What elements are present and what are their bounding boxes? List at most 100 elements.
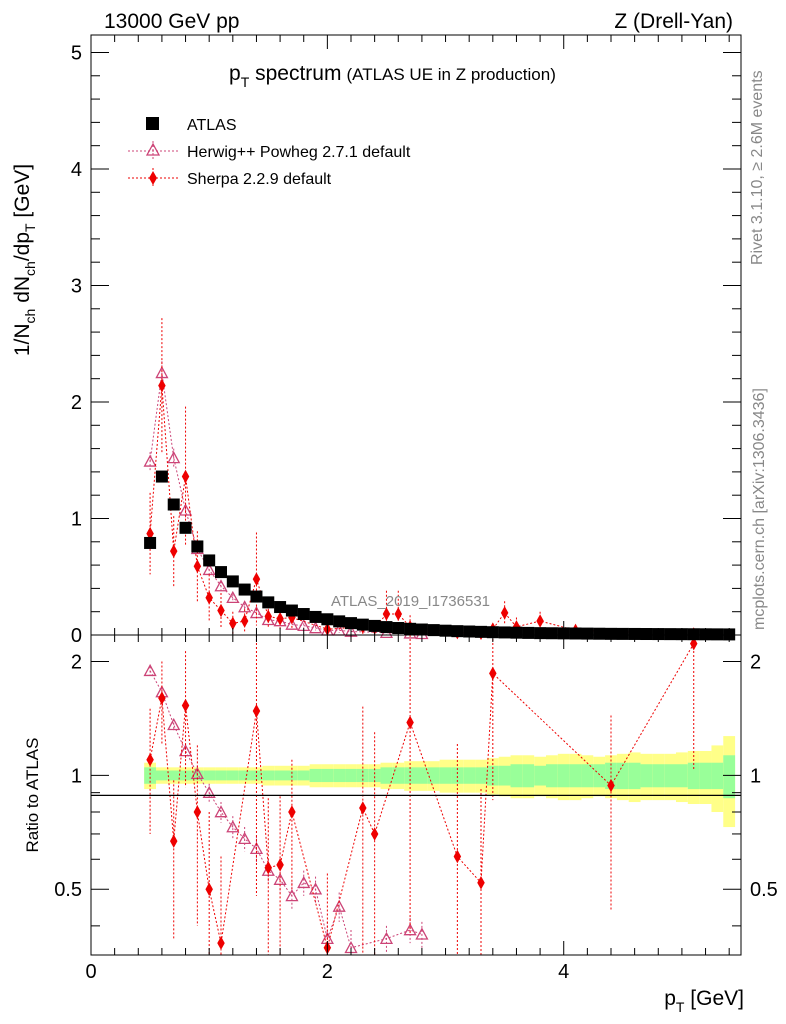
ratio-sherpa-point	[607, 778, 615, 793]
main-herwig-point	[226, 590, 240, 604]
ratio-herwig-point	[238, 831, 252, 845]
ratio-band-inner	[628, 762, 641, 790]
main-y-tick-label: 1	[71, 508, 82, 530]
main-herwig-point	[155, 365, 169, 379]
main-atlas-point	[356, 618, 369, 631]
header-right: Z (Drell-Yan)	[614, 10, 733, 33]
ratio-band-inner	[144, 767, 156, 784]
ratio-herwig-point	[379, 931, 394, 945]
main-atlas-point	[155, 470, 168, 483]
ratio-band-inner	[652, 764, 665, 788]
legend-label-sherpa: Sherpa 2.2.9 default	[187, 171, 332, 188]
main-atlas-point	[711, 628, 724, 641]
rivet-version-label: Rivet 3.1.10, ≥ 2.6M events	[749, 70, 766, 265]
main-atlas-point	[522, 626, 535, 639]
main-y-tick-label: 4	[71, 159, 82, 181]
main-atlas-point	[475, 625, 487, 638]
ratio-band-inner	[392, 767, 405, 784]
main-sherpa-point	[252, 572, 261, 586]
ratio-band-inner	[687, 762, 700, 790]
ratio-sherpa-point	[146, 752, 154, 767]
main-sherpa-point	[276, 611, 284, 626]
ratio-band-inner	[475, 767, 487, 784]
main-atlas-point	[664, 628, 677, 641]
analysis-label: ATLAS_2019_I1736531	[331, 593, 490, 610]
main-atlas-point	[345, 617, 357, 630]
ratio-band-inner	[711, 762, 724, 790]
main-atlas-point	[262, 596, 275, 609]
main-atlas-point	[297, 608, 310, 621]
ratio-sherpa-point	[477, 876, 485, 890]
ratio-band-inner	[546, 764, 558, 788]
ratio-band-inner	[215, 770, 227, 781]
ratio-herwig-point	[167, 717, 181, 731]
ratio-y-tick-label: 2	[71, 651, 82, 673]
ratio-sherpa-point	[359, 801, 367, 815]
main-atlas-point	[498, 626, 511, 639]
x-tick-label: 0	[85, 961, 96, 983]
ratio-band-inner	[274, 770, 286, 781]
ratio-band-inner	[723, 755, 736, 799]
main-herwig-point	[238, 600, 252, 613]
ratio-band-inner	[616, 762, 629, 790]
ratio-band-inner	[451, 767, 464, 784]
ratio-herwig-point	[273, 872, 287, 885]
main-y-tick-label: 2	[71, 392, 82, 414]
ratio-band-inner	[522, 764, 535, 788]
ratio-band-inner	[167, 770, 180, 781]
ratio-band-inner	[203, 770, 216, 781]
ratio-sherpa-point	[205, 882, 213, 896]
ratio-band-inner	[463, 767, 476, 784]
main-atlas-point	[167, 498, 180, 511]
legend-marker-atlas	[146, 117, 159, 130]
main-herwig-point	[178, 503, 193, 516]
ratio-band-inner	[297, 770, 310, 781]
main-herwig-point	[308, 621, 323, 634]
main-y-axis-label: 1/Nch dNch/dpT [GeV]	[11, 164, 38, 356]
legend-marker-herwig	[145, 142, 161, 156]
ratio-band-inner	[664, 764, 676, 788]
ratio-herwig-point	[332, 899, 346, 912]
main-atlas-point	[215, 566, 227, 579]
main-atlas-point	[321, 613, 334, 626]
main-atlas-point	[203, 554, 216, 567]
ratio-y-tick-label: 0.5	[54, 879, 82, 901]
ratio-band-inner	[333, 768, 346, 783]
ratio-herwig-point	[308, 882, 323, 895]
ratio-sherpa-point	[169, 834, 178, 848]
ratio-series-layer	[143, 635, 698, 955]
ratio-band-inner	[368, 768, 381, 783]
ratio-y-tick-label: 1	[71, 765, 82, 787]
ratio-band-inner	[321, 768, 334, 783]
ratio-sherpa-point	[181, 698, 190, 713]
main-herwig-point	[167, 451, 181, 464]
ratio-sherpa-point	[370, 827, 379, 841]
main-atlas-point	[226, 575, 239, 588]
x-tick-label: 2	[322, 961, 333, 983]
main-sherpa-point	[536, 614, 544, 628]
main-atlas-point	[368, 619, 381, 632]
plot-title: pT spectrum (ATLAS UE in Z production)	[229, 62, 556, 90]
main-atlas-point	[274, 601, 287, 614]
ratio-band-inner	[345, 768, 357, 783]
ratio-herwig-line	[149, 670, 423, 949]
legend-marker-sherpa	[149, 171, 157, 185]
ratio-sherpa-point	[288, 805, 296, 819]
ratio-band-inner	[569, 764, 582, 788]
ratio-band-inner	[534, 765, 546, 786]
main-atlas-point	[427, 624, 440, 637]
main-atlas-point	[545, 627, 558, 640]
ratio-herwig-point	[415, 927, 429, 940]
x-axis-label: pT [GeV]	[664, 987, 744, 1015]
ratio-band-inner	[699, 762, 712, 790]
ratio-band-inner	[226, 770, 239, 781]
main-sherpa-point	[205, 590, 213, 605]
ratio-sherpa-point	[252, 704, 261, 718]
main-y-tick-label: 0	[71, 625, 82, 647]
main-sherpa-point	[229, 616, 237, 631]
main-atlas-point	[309, 610, 322, 623]
main-sherpa-point	[240, 614, 249, 628]
ratio-y-tick-label-right: 2	[750, 651, 761, 673]
legend: ATLAS Herwig++ Powheg 2.7.1 default Sher…	[128, 117, 411, 188]
